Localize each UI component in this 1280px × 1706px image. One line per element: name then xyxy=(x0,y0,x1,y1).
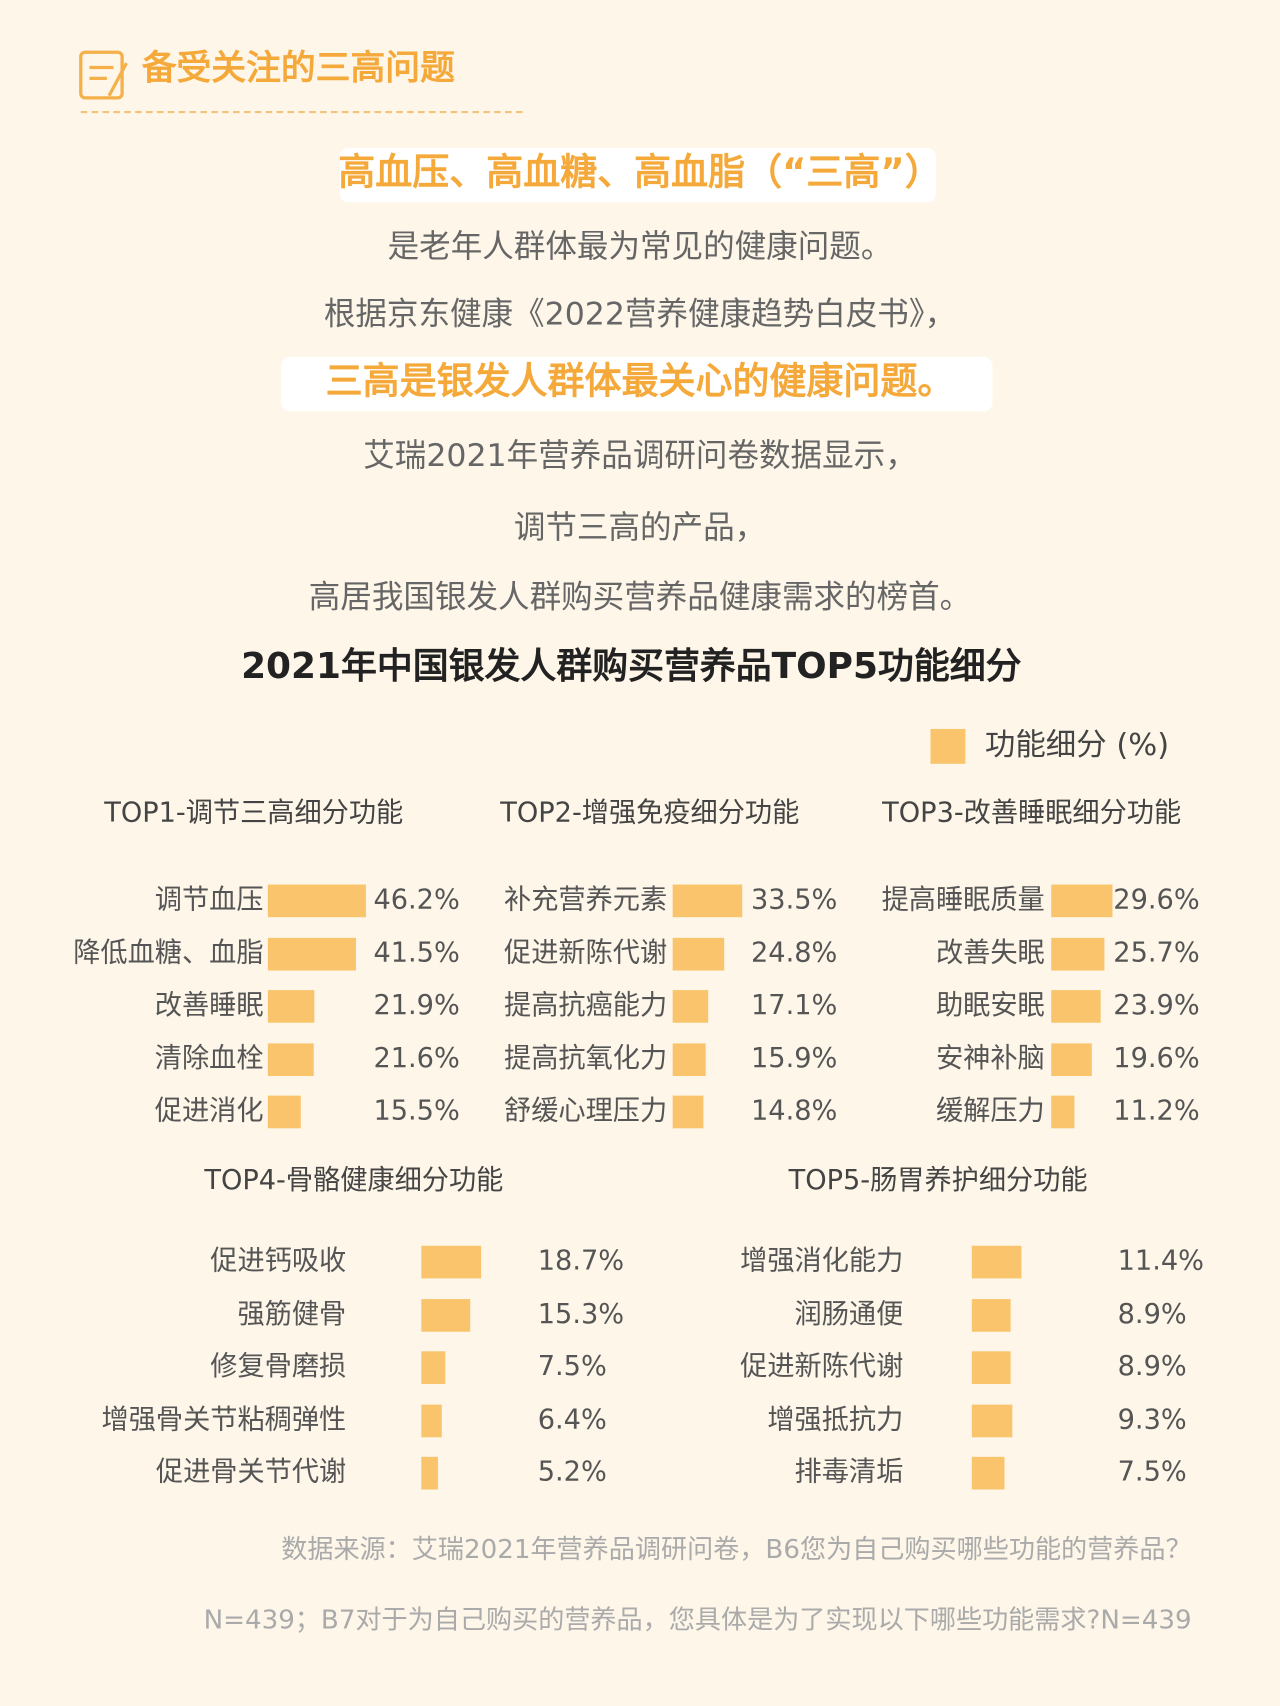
bar xyxy=(672,884,743,918)
bar xyxy=(672,1095,704,1129)
chart-title: TOP2-增强免疫细分功能 xyxy=(499,797,799,828)
bar xyxy=(971,1299,1011,1332)
bar xyxy=(971,1456,1005,1490)
header-icon xyxy=(79,50,128,100)
value-label: 11.2% xyxy=(1113,1095,1199,1126)
category-label: 修复骨磨损 xyxy=(210,1351,346,1382)
intro-line: 艾瑞2021年营养品调研问卷数据显示， xyxy=(363,438,917,474)
value-label: 18.7% xyxy=(538,1246,624,1277)
value-label: 7.5% xyxy=(538,1351,607,1382)
intro-line: 调节三高的产品， xyxy=(514,510,766,546)
bar xyxy=(1051,990,1101,1023)
value-label: 41.5% xyxy=(373,938,459,969)
bar xyxy=(1051,937,1105,971)
bar xyxy=(1051,884,1113,918)
bar xyxy=(421,1456,438,1490)
value-label: 25.7% xyxy=(1113,938,1199,969)
category-label: 增强抵抗力 xyxy=(767,1404,903,1435)
category-label: 促进消化 xyxy=(155,1095,264,1126)
intro-line: 高居我国银发人群购买营养品健康需求的榜首。 xyxy=(309,579,971,615)
category-label: 调节血压 xyxy=(155,884,264,915)
category-label: 改善睡眠 xyxy=(155,990,264,1021)
highlight-box xyxy=(280,356,993,412)
legend-label: 功能细分 (%) xyxy=(985,728,1169,763)
category-label: 促进新陈代谢 xyxy=(504,938,667,969)
header-title: 备受关注的三高问题 xyxy=(142,49,455,89)
category-label: 促进钙吸收 xyxy=(210,1246,346,1277)
value-label: 23.9% xyxy=(1113,990,1199,1021)
value-label: 6.4% xyxy=(538,1404,607,1435)
value-label: 19.6% xyxy=(1113,1043,1199,1074)
bar xyxy=(672,990,709,1023)
bar xyxy=(971,1351,1011,1384)
category-label: 润肠通便 xyxy=(795,1299,904,1330)
category-label: 促进新陈代谢 xyxy=(740,1351,903,1382)
category-label: 降低血糖、血脂 xyxy=(73,938,263,969)
bar xyxy=(421,1245,482,1279)
bar xyxy=(421,1299,471,1332)
bar xyxy=(421,1404,442,1438)
value-label: 11.4% xyxy=(1118,1246,1204,1277)
category-label: 补充营养元素 xyxy=(504,884,667,915)
category-label: 促进骨关节代谢 xyxy=(156,1457,346,1488)
value-label: 24.8% xyxy=(751,938,837,969)
bar xyxy=(971,1245,1022,1279)
value-label: 8.9% xyxy=(1118,1299,1187,1330)
bar xyxy=(267,1095,301,1129)
category-label: 排毒清垢 xyxy=(795,1457,904,1488)
category-label: 清除血栓 xyxy=(155,1043,264,1074)
value-label: 14.8% xyxy=(751,1095,837,1126)
chart-title: TOP1-调节三高细分功能 xyxy=(103,797,403,828)
bar xyxy=(1051,1095,1075,1129)
bar xyxy=(1051,1043,1092,1077)
bar xyxy=(672,937,725,971)
bar xyxy=(971,1404,1013,1438)
highlight-box xyxy=(339,147,936,203)
value-label: 15.5% xyxy=(373,1095,459,1126)
category-label: 助眠安眠 xyxy=(936,990,1045,1021)
intro-line: 高血压、高血糖、高血脂（“三高”） xyxy=(338,151,941,194)
category-label: 强筋健骨 xyxy=(237,1299,346,1330)
category-label: 增强骨关节粘稠弹性 xyxy=(102,1404,347,1435)
value-label: 17.1% xyxy=(751,990,837,1021)
bar xyxy=(267,937,356,971)
category-label: 提高抗氧化力 xyxy=(504,1043,667,1074)
legend-swatch xyxy=(930,728,966,764)
category-label: 舒缓心理压力 xyxy=(504,1095,667,1126)
intro-line: 三高是银发人群体最关心的健康问题。 xyxy=(326,359,955,402)
bar xyxy=(267,884,366,918)
value-label: 21.9% xyxy=(373,990,459,1021)
category-label: 提高睡眠质量 xyxy=(882,884,1045,915)
intro-line: 根据京东健康《2022营养健康趋势白皮书》， xyxy=(324,297,956,333)
footnote: N=439；B7对于为自己购买的营养品，您具体是为了实现以下哪些功能需求?N=4… xyxy=(204,1606,1192,1636)
category-label: 改善失眠 xyxy=(936,938,1045,969)
value-label: 9.3% xyxy=(1118,1404,1187,1435)
category-label: 提高抗癌能力 xyxy=(504,990,667,1021)
value-label: 21.6% xyxy=(373,1043,459,1074)
value-label: 29.6% xyxy=(1113,884,1199,915)
category-label: 安神补脑 xyxy=(936,1043,1045,1074)
chart-title: TOP3-改善睡眠细分功能 xyxy=(881,797,1181,828)
main-title: 2021年中国银发人群购买营养品TOP5功能细分 xyxy=(241,645,1022,687)
bar xyxy=(421,1351,446,1384)
value-label: 7.5% xyxy=(1118,1457,1187,1488)
value-label: 5.2% xyxy=(538,1457,607,1488)
value-label: 15.9% xyxy=(751,1043,837,1074)
category-label: 增强消化能力 xyxy=(740,1246,903,1277)
category-label: 缓解压力 xyxy=(936,1095,1045,1126)
value-label: 46.2% xyxy=(373,884,459,915)
bar xyxy=(267,990,315,1023)
bar xyxy=(267,1043,314,1077)
bar xyxy=(672,1043,706,1077)
value-label: 33.5% xyxy=(751,884,837,915)
footnote: 数据来源：艾瑞2021年营养品调研问卷，B6您为自己购买哪些功能的营养品？ xyxy=(281,1535,1191,1565)
intro-line: 是老年人群体最为常见的健康问题。 xyxy=(388,229,893,265)
value-label: 8.9% xyxy=(1118,1351,1187,1382)
chart-title: TOP5-肠胃养护细分功能 xyxy=(788,1165,1088,1196)
chart-title: TOP4-骨骼健康细分功能 xyxy=(203,1165,503,1196)
value-label: 15.3% xyxy=(538,1299,624,1330)
